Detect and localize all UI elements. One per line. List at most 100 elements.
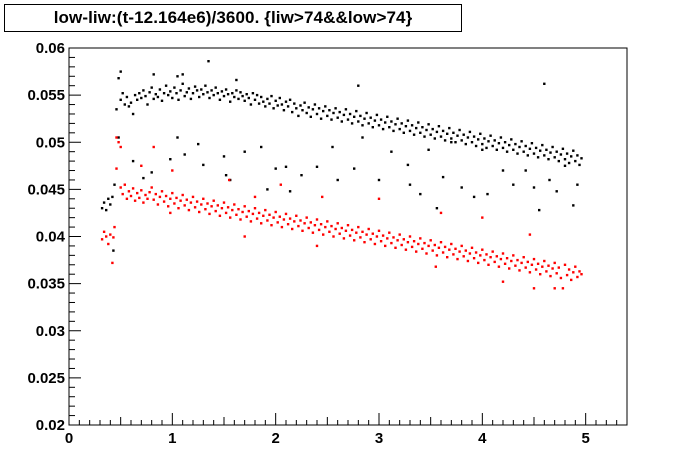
data-point [150, 171, 153, 174]
data-point [169, 158, 172, 161]
data-point [148, 91, 151, 94]
data-point [555, 150, 558, 153]
data-point [253, 207, 257, 210]
data-point [133, 199, 137, 202]
data-point [536, 262, 540, 265]
data-point [363, 241, 366, 244]
data-point [404, 125, 408, 128]
data-point [121, 92, 124, 95]
data-point [534, 268, 538, 271]
data-point [377, 197, 381, 200]
data-point [547, 264, 550, 267]
data-point [113, 183, 116, 186]
data-point [297, 114, 300, 118]
data-point [102, 201, 106, 204]
data-point [381, 127, 385, 131]
data-point [241, 210, 244, 214]
data-point [243, 99, 246, 102]
data-point [576, 183, 579, 186]
data-point [342, 113, 346, 117]
data-point [270, 94, 273, 98]
data-point [486, 192, 489, 196]
data-point [508, 143, 511, 147]
data-point [464, 142, 467, 146]
data-point [119, 186, 122, 189]
data-point [322, 233, 325, 236]
data-point [332, 111, 335, 115]
data-point [179, 89, 182, 92]
data-point [293, 102, 296, 105]
data-point [295, 214, 298, 217]
data-point [386, 115, 389, 118]
data-point [439, 241, 443, 244]
data-point [435, 207, 439, 210]
data-point [369, 116, 372, 119]
data-point [367, 227, 370, 231]
data-point [204, 84, 207, 87]
data-point [115, 108, 118, 111]
data-point [491, 144, 494, 148]
data-point [479, 132, 482, 135]
data-point [307, 106, 310, 109]
data-point [241, 94, 244, 98]
data-point [379, 240, 383, 243]
data-point [328, 230, 331, 233]
data-point [536, 156, 540, 159]
data-point [371, 126, 374, 129]
data-point [127, 105, 131, 108]
data-point [235, 89, 238, 92]
data-point [140, 164, 143, 167]
y-tick-label: 0.05 [36, 134, 65, 151]
data-point [144, 94, 147, 98]
data-point [439, 211, 443, 215]
data-point [497, 142, 501, 145]
data-point [512, 254, 515, 257]
data-point [129, 194, 133, 198]
data-point [384, 244, 387, 248]
data-point [311, 231, 315, 234]
y-tick-label: 0.03 [36, 323, 65, 340]
data-point [146, 197, 149, 200]
x-tick-label: 2 [271, 430, 279, 447]
data-point [239, 218, 242, 221]
data-point [355, 109, 358, 113]
data-point [144, 193, 147, 197]
data-point [553, 261, 556, 265]
data-point [580, 157, 583, 160]
data-point [524, 169, 527, 172]
data-point [421, 126, 424, 129]
data-point [543, 259, 546, 263]
data-point [278, 215, 281, 218]
data-point [512, 183, 515, 186]
data-point [406, 163, 410, 167]
data-point [102, 230, 106, 233]
data-point [260, 222, 263, 225]
data-point [532, 257, 536, 261]
x-tick-label: 5 [581, 430, 589, 447]
data-point [348, 112, 352, 116]
data-point [111, 195, 114, 199]
data-point [427, 148, 430, 151]
data-point [235, 213, 238, 216]
data-point [198, 95, 201, 99]
data-point [578, 270, 581, 273]
data-point [111, 261, 114, 265]
data-point [530, 142, 534, 145]
data-point [441, 129, 445, 133]
data-point [119, 98, 122, 101]
data-point [549, 274, 552, 278]
data-point [288, 98, 292, 101]
data-point [239, 91, 242, 94]
data-point [441, 251, 445, 254]
data-point [249, 103, 253, 106]
data-point [477, 261, 480, 265]
data-point [286, 105, 290, 108]
data-point [206, 202, 209, 205]
data-point [499, 257, 503, 261]
data-point [226, 93, 230, 96]
data-point [458, 250, 461, 253]
data-point [435, 130, 439, 134]
data-point [280, 103, 284, 106]
data-point [142, 201, 145, 204]
